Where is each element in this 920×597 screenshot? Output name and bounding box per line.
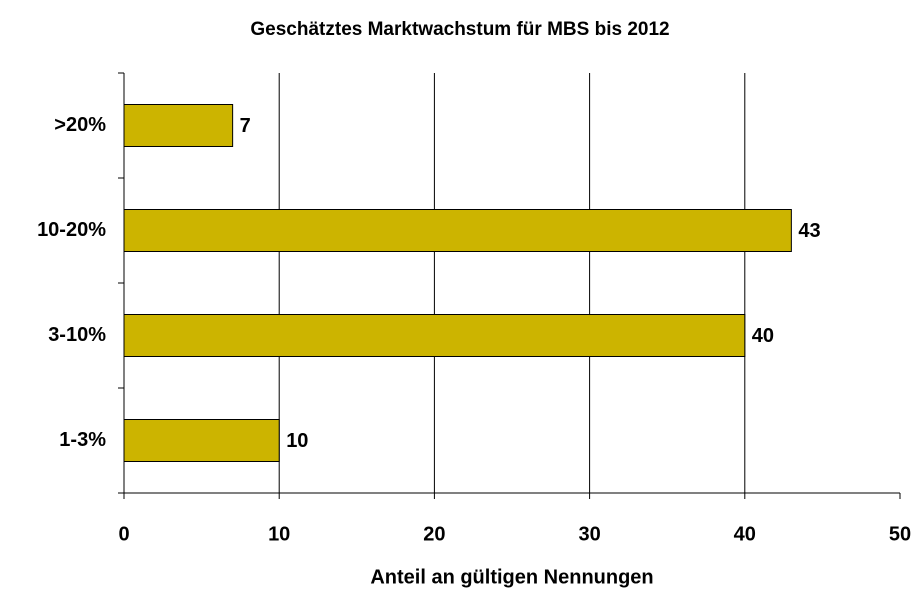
- x-tick-label: 10: [268, 523, 290, 545]
- bar: [123, 209, 792, 252]
- x-tick-label: 0: [118, 523, 129, 545]
- y-tick-label: >20%: [54, 114, 106, 136]
- chart-title: Geschätztes Marktwachstum für MBS bis 20…: [250, 19, 669, 40]
- data-label: 7: [240, 115, 251, 137]
- x-tick-label: 20: [423, 523, 445, 545]
- bar: [123, 419, 280, 462]
- bar: [123, 104, 234, 147]
- y-tick-label: 3-10%: [48, 324, 106, 346]
- x-axis-label: Anteil an gültigen Nennungen: [370, 566, 653, 588]
- y-tick-label: 1-3%: [59, 429, 106, 451]
- bar: [123, 314, 746, 357]
- x-tick-label: 30: [578, 523, 600, 545]
- x-tick-label: 50: [889, 523, 911, 545]
- data-label: 10: [286, 430, 308, 452]
- y-tick-label: 10-20%: [37, 219, 106, 241]
- x-tick-label: 40: [734, 523, 756, 545]
- data-label: 43: [798, 220, 820, 242]
- data-label: 40: [752, 325, 774, 347]
